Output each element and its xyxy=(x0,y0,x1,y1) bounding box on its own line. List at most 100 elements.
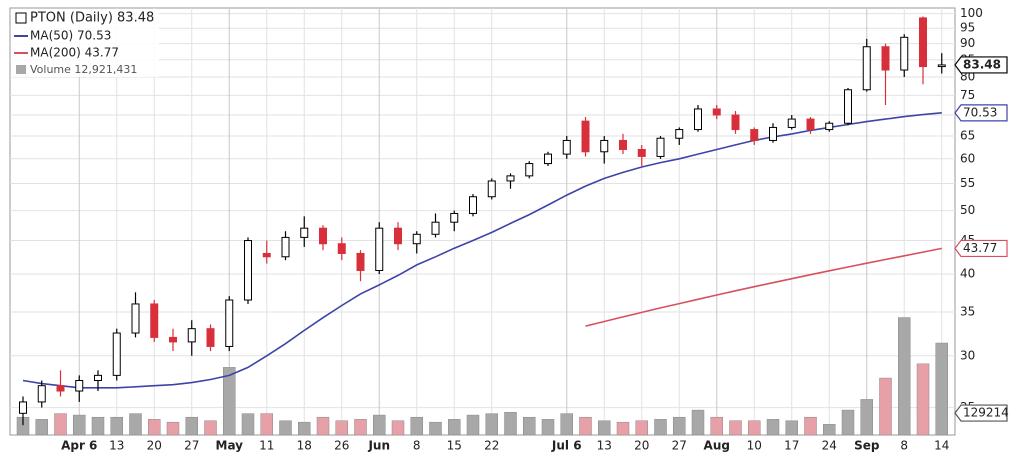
y-tick-label: 35 xyxy=(960,304,975,318)
volume-bar xyxy=(523,416,536,436)
candle-body xyxy=(844,89,852,124)
candle-body xyxy=(862,46,871,91)
x-tick-label: 20 xyxy=(147,439,162,453)
legend-swatch xyxy=(15,12,27,24)
x-tick-label: 11 xyxy=(259,439,274,453)
candle-body xyxy=(919,17,927,68)
volume-bar xyxy=(916,363,930,436)
candle-body xyxy=(581,120,590,153)
volume-bar xyxy=(129,413,142,436)
volume-bar xyxy=(204,420,217,436)
candle-body xyxy=(412,233,421,245)
volume-bar xyxy=(354,419,367,436)
price-tag-label: 70.53 xyxy=(963,105,997,119)
ma-layer xyxy=(22,112,942,389)
x-tick-label: 15 xyxy=(447,439,462,453)
candle-body xyxy=(187,328,196,343)
candle-body xyxy=(94,374,102,381)
candle-body xyxy=(544,153,552,165)
candle-body xyxy=(619,139,627,150)
volume-bar xyxy=(485,413,498,436)
x-tick-label: May xyxy=(216,439,244,453)
candle-body xyxy=(131,303,140,334)
legend: PTON (Daily) 83.48 MA(50) 70.53 MA(200) … xyxy=(11,9,159,77)
x-tick-label: 17 xyxy=(784,439,799,453)
volume-bar xyxy=(335,420,348,436)
volume-bar xyxy=(616,421,630,436)
legend-volume: Volume 12,921,431 xyxy=(30,63,137,76)
y-tick-label: 30 xyxy=(960,348,975,362)
volume-bar xyxy=(391,420,405,436)
candle-body xyxy=(769,126,777,141)
volume-layer xyxy=(16,317,948,436)
price-tag xyxy=(954,404,1008,422)
volume-bar xyxy=(91,416,105,436)
volume-bar xyxy=(260,413,273,436)
candle-body xyxy=(881,46,890,71)
candle-body xyxy=(206,328,215,347)
y-tick-label: 65 xyxy=(960,129,975,143)
plot-frame xyxy=(9,7,956,436)
x-tick-label: 8 xyxy=(900,439,908,453)
x-tick-label: 10 xyxy=(747,439,762,453)
volume-bar xyxy=(504,411,517,436)
volume-bar xyxy=(654,419,667,436)
x-tick-label: 27 xyxy=(672,439,687,453)
volume-bar xyxy=(448,419,461,436)
price-tag-label: 43.77 xyxy=(963,241,997,255)
volume-bar xyxy=(860,399,873,436)
volume-bar xyxy=(185,416,198,436)
volume-bar xyxy=(373,414,386,436)
volume-bar xyxy=(673,416,686,436)
volume-bar xyxy=(579,416,592,436)
candle-body xyxy=(56,385,65,392)
y-tick-label: 90 xyxy=(960,36,975,50)
volume-bar xyxy=(148,419,161,436)
volume-bar xyxy=(879,377,892,436)
y-tick-label: 40 xyxy=(960,267,975,281)
candle-body xyxy=(281,236,290,258)
candle-body xyxy=(225,299,234,347)
legend-ma200: MA(200) 43.77 xyxy=(30,46,119,60)
legend-ma50: MA(50) 70.53 xyxy=(30,29,111,43)
volume-bar xyxy=(298,421,311,436)
candle-body xyxy=(469,196,477,214)
y-tick-label: 100 xyxy=(960,6,983,20)
candle-body xyxy=(600,139,609,153)
legend-box xyxy=(11,9,159,77)
candle-body xyxy=(806,118,815,131)
volume-bar xyxy=(466,414,480,436)
y-tick-label: 50 xyxy=(960,203,975,217)
x-tick-label: 26 xyxy=(334,439,349,453)
volume-bar xyxy=(766,419,780,436)
price-tag xyxy=(954,239,1008,258)
x-tick-label: Aug xyxy=(704,439,730,453)
volume-bar xyxy=(935,342,948,436)
volume-bar xyxy=(279,420,292,436)
candle-body xyxy=(900,36,909,71)
price-tag-label: 83.48 xyxy=(963,57,1001,71)
candle-body xyxy=(825,122,834,131)
volume-bar xyxy=(841,409,855,436)
x-tick-label: 24 xyxy=(822,439,837,453)
candle-body xyxy=(75,379,84,392)
x-tick-label: 14 xyxy=(934,439,949,453)
candle-body xyxy=(787,118,796,128)
volume-bar xyxy=(691,409,705,436)
volume-bar xyxy=(785,420,798,436)
candle-body xyxy=(675,129,684,139)
y-tick-label: 75 xyxy=(960,88,975,102)
volume-bar xyxy=(410,416,423,436)
x-tick-label: 22 xyxy=(484,439,499,453)
volume-bar xyxy=(598,420,611,436)
volume-bar xyxy=(429,421,442,436)
price-tag-label: 129214 xyxy=(963,406,1009,420)
volume-bar xyxy=(729,420,742,436)
volume-bar xyxy=(898,317,911,436)
candle-body xyxy=(487,180,496,198)
volume-bar xyxy=(316,416,330,436)
candle-body xyxy=(169,336,177,343)
candle-body xyxy=(431,221,440,235)
legend-title: PTON (Daily) 83.48 xyxy=(30,11,154,26)
